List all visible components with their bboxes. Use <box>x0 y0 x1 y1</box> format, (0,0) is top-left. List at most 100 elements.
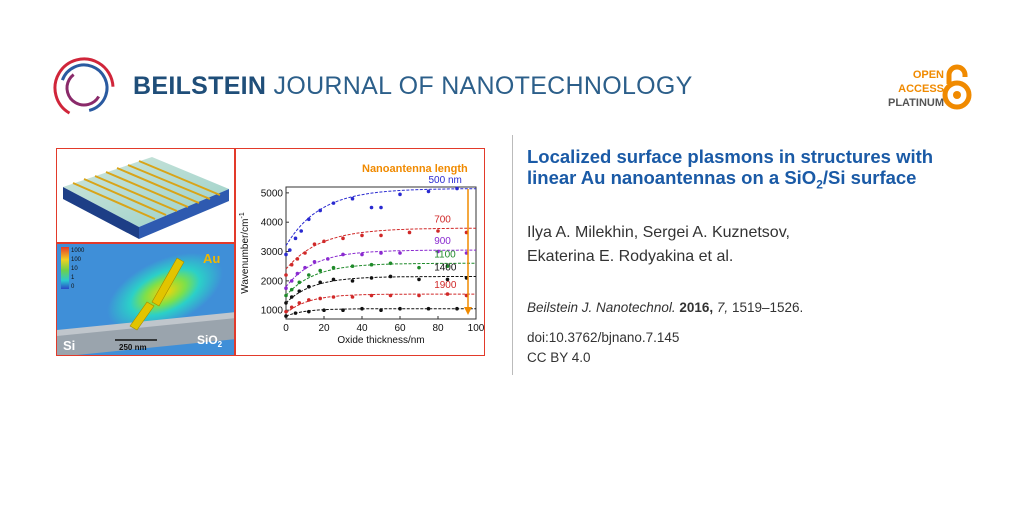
title-part2: /Si surface <box>822 167 917 188</box>
data-point <box>369 205 374 210</box>
authors-line-2: Ekaterina E. Rodyakina et al. <box>527 248 734 265</box>
data-point <box>369 293 374 298</box>
data-point <box>436 249 440 254</box>
data-point <box>318 280 322 285</box>
oa-platinum: PLATINUM <box>887 97 944 109</box>
data-point <box>284 309 288 314</box>
scalebar-label: 250 nm <box>119 343 147 352</box>
data-point <box>289 279 294 283</box>
data-point <box>426 306 431 311</box>
data-point <box>293 236 298 241</box>
data-point <box>284 314 288 318</box>
data-point <box>379 308 383 312</box>
trend-arrow-head <box>464 307 472 315</box>
data-point <box>341 236 345 241</box>
authors-line-1: Ilya A. Milekhin, Sergei A. Kuznetsov, <box>527 224 790 241</box>
data-point <box>360 233 364 238</box>
y-tick-label: 2000 <box>261 276 284 287</box>
data-point <box>307 309 311 314</box>
data-point <box>303 251 307 255</box>
field-distribution-panel: 1000 100 10 1 0 Au Si SiO2 250 nm <box>56 243 235 356</box>
data-point <box>326 257 330 261</box>
wavenumber-chart: Nanoantenna length 0 20 40 60 80 100 1000 2000 30… <box>239 163 485 346</box>
x-tick-label: 80 <box>432 323 444 334</box>
colorbar-tick: 0 <box>71 284 75 290</box>
data-point <box>293 311 298 315</box>
citation-volume: 7, <box>716 300 729 315</box>
series-label: 700 <box>434 214 451 225</box>
data-point <box>455 186 459 191</box>
data-point <box>289 305 294 310</box>
grating-3d-image <box>63 157 229 239</box>
data-point <box>331 277 336 282</box>
data-point <box>284 293 288 298</box>
journal-name-rest: JOURNAL OF NANOTECHNOLOGY <box>273 72 693 100</box>
authors: Ilya A. Milekhin, Sergei A. Kuznetsov, E… <box>527 221 967 269</box>
data-point <box>297 280 302 285</box>
data-point <box>398 192 402 197</box>
data-point <box>350 264 355 268</box>
journal-name-bold: BEILSTEIN <box>133 72 267 100</box>
data-point <box>417 265 421 270</box>
colorbar-tick: 10 <box>71 266 78 272</box>
colorbar-tick: 1000 <box>71 248 85 254</box>
data-point <box>388 274 393 279</box>
journal-name[interactable]: BEILSTEIN JOURNAL OF NANOTECHNOLOGY <box>133 72 693 101</box>
data-point <box>318 268 322 273</box>
y-tick-label: 5000 <box>261 188 284 199</box>
series-fit-line <box>285 262 476 296</box>
doi-link[interactable]: doi:10.3762/bjnano.7.145 <box>527 330 680 345</box>
citation: Beilstein J. Nanotechnol. 2016, 7, 1519–… <box>527 300 803 315</box>
series-label: 900 <box>434 236 451 247</box>
data-point <box>307 273 311 277</box>
x-tick-label: 20 <box>318 323 330 334</box>
chart-panel: Nanoantenna length 0 20 40 60 80 100 1000 2000 30… <box>235 148 485 356</box>
data-point <box>284 301 288 305</box>
data-point <box>297 289 302 293</box>
data-point <box>341 252 345 257</box>
data-point <box>445 277 450 282</box>
data-point <box>379 233 383 238</box>
data-point <box>445 264 450 268</box>
data-point <box>289 295 294 299</box>
beilstein-logo-icon <box>53 57 115 119</box>
series-label: 1100 <box>434 249 456 260</box>
article-title[interactable]: Localized surface plasmons in structures… <box>527 146 967 196</box>
x-tick-label: 60 <box>394 323 406 334</box>
license-link[interactable]: CC BY 4.0 <box>527 350 591 365</box>
data-point <box>297 301 302 305</box>
data-point <box>295 271 300 276</box>
series-fit-line <box>285 188 476 246</box>
data-point <box>350 279 355 283</box>
data-point <box>307 217 311 222</box>
data-point <box>284 286 288 290</box>
data-point <box>436 229 440 233</box>
data-point <box>455 306 459 311</box>
data-point <box>398 251 402 255</box>
data-point <box>307 284 311 289</box>
data-point <box>289 262 294 267</box>
data-point <box>360 306 364 311</box>
title-part1: Localized surface plasmons in structures… <box>527 146 934 188</box>
data-point <box>307 298 311 302</box>
data-point <box>426 189 431 194</box>
data-point <box>360 252 364 257</box>
data-point <box>284 252 288 257</box>
data-point <box>289 287 294 292</box>
data-point <box>341 308 345 312</box>
data-point <box>322 308 326 312</box>
data-point <box>303 265 307 270</box>
chart-title: Nanoantenna length <box>362 163 468 175</box>
data-point <box>388 261 393 266</box>
citation-journal: Beilstein J. Nanotechnol. <box>527 300 676 315</box>
series-fit-line <box>285 293 476 314</box>
data-point <box>407 230 412 235</box>
x-tick-label: 100 <box>468 323 485 334</box>
series-label: 1400 <box>434 263 457 274</box>
citation-year: 2016, <box>679 300 714 315</box>
data-point <box>445 292 450 296</box>
y-axis-label: Wavenumber/cm-1 <box>239 212 251 294</box>
citation-pages: 1519–1526. <box>731 300 804 315</box>
data-point <box>398 306 402 311</box>
data-point <box>379 251 383 255</box>
